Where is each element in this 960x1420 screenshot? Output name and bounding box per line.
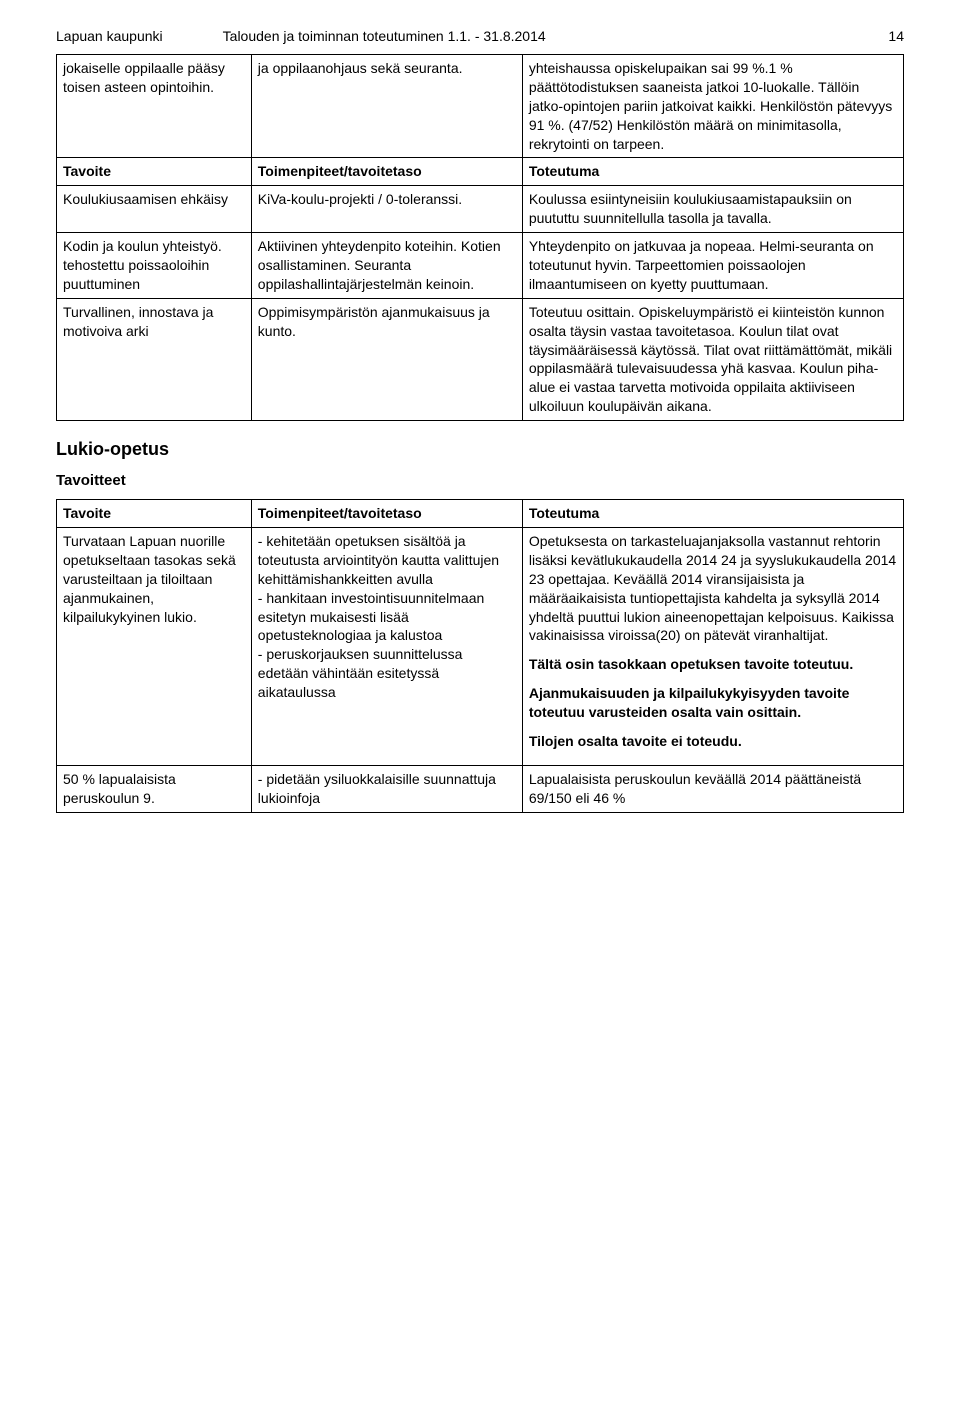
cell-toteutuma: Toteutuu osittain. Opiskeluympäristö ei … (522, 298, 903, 420)
cell-toimenpiteet: ja oppilaanohjaus sekä seuranta. (251, 55, 522, 158)
cell-tavoite: Turvataan Lapuan nuorille opetukseltaan … (57, 528, 252, 766)
cell-tavoite: 50 % lapualaisista peruskoulun 9. (57, 765, 252, 812)
goals-table-1: jokaiselle oppilaalle pääsy toisen astee… (56, 54, 904, 421)
sub-heading-tavoitteet: Tavoitteet (56, 472, 904, 489)
cell-toteutuma: Opetuksesta on tarkasteluajanjaksolla va… (522, 528, 903, 766)
paragraph: Opetuksesta on tarkasteluajanjaksolla va… (529, 532, 897, 645)
cell-tavoite: Turvallinen, innostava ja motivoiva arki (57, 298, 252, 420)
table-row: Kodin ja koulun yhteistyö. tehostettu po… (57, 233, 904, 299)
cell-toimenpiteet: Aktiivinen yhteydenpito koteihin. Kotien… (251, 233, 522, 299)
paragraph: Ajanmukaisuuden ja kilpailukykyisyyden t… (529, 684, 897, 722)
cell-tavoite: Tavoite (57, 500, 252, 528)
table-row: Turvallinen, innostava ja motivoiva arki… (57, 298, 904, 420)
table-row: 50 % lapualaisista peruskoulun 9.- pidet… (57, 765, 904, 812)
cell-toimenpiteet: - kehitetään opetuksen sisältöä ja toteu… (251, 528, 522, 766)
cell-toimenpiteet: Oppimisympäristön ajanmukaisuus ja kunto… (251, 298, 522, 420)
goals-table-2: TavoiteToimenpiteet/tavoitetasoToteutuma… (56, 499, 904, 813)
table-row: Turvataan Lapuan nuorille opetukseltaan … (57, 528, 904, 766)
cell-tavoite: jokaiselle oppilaalle pääsy toisen astee… (57, 55, 252, 158)
cell-toimenpiteet: KiVa-koulu-projekti / 0-toleranssi. (251, 186, 522, 233)
page-number: 14 (888, 28, 904, 44)
cell-toteutuma: Koulussa esiintyneisiin koulukiusaamista… (522, 186, 903, 233)
table-row: jokaiselle oppilaalle pääsy toisen astee… (57, 55, 904, 158)
cell-toimenpiteet: Toimenpiteet/tavoitetaso (251, 500, 522, 528)
header-center: Talouden ja toiminnan toteutuminen 1.1. … (163, 28, 889, 44)
table-row: TavoiteToimenpiteet/tavoitetasoToteutuma (57, 500, 904, 528)
cell-tavoite: Tavoite (57, 158, 252, 186)
cell-toimenpiteet: - pidetään ysiluokkalaisille suunnattuja… (251, 765, 522, 812)
cell-toteutuma: Toteutuma (522, 500, 903, 528)
cell-toimenpiteet: Toimenpiteet/tavoitetaso (251, 158, 522, 186)
table-row: Koulukiusaamisen ehkäisyKiVa-koulu-proje… (57, 186, 904, 233)
cell-toteutuma: yhteishaussa opiskelupaikan sai 99 %.1 %… (522, 55, 903, 158)
section-heading-lukio: Lukio-opetus (56, 439, 904, 460)
page-header: Lapuan kaupunki Talouden ja toiminnan to… (56, 28, 904, 44)
table-row: TavoiteToimenpiteet/tavoitetasoToteutuma (57, 158, 904, 186)
header-left: Lapuan kaupunki (56, 28, 163, 44)
cell-toteutuma: Lapualaisista peruskoulun keväällä 2014 … (522, 765, 903, 812)
paragraph: Tilojen osalta tavoite ei toteudu. (529, 732, 897, 751)
cell-tavoite: Koulukiusaamisen ehkäisy (57, 186, 252, 233)
cell-toteutuma: Yhteydenpito on jatkuvaa ja nopeaa. Helm… (522, 233, 903, 299)
cell-toteutuma: Toteutuma (522, 158, 903, 186)
cell-tavoite: Kodin ja koulun yhteistyö. tehostettu po… (57, 233, 252, 299)
paragraph: Tältä osin tasokkaan opetuksen tavoite t… (529, 655, 897, 674)
